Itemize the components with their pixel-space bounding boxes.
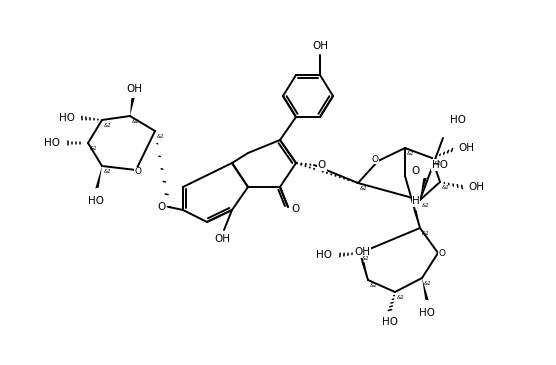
- Text: HO: HO: [450, 115, 466, 125]
- Text: OH: OH: [214, 234, 230, 244]
- Text: &1: &1: [407, 151, 415, 156]
- Text: HO: HO: [59, 113, 75, 123]
- Text: O: O: [291, 204, 299, 214]
- Text: O: O: [135, 168, 141, 177]
- Text: &1: &1: [362, 256, 370, 261]
- Text: O: O: [371, 154, 379, 164]
- Text: HO: HO: [316, 250, 332, 260]
- Text: H: H: [412, 196, 420, 206]
- Text: OH: OH: [312, 41, 328, 51]
- Text: &1: &1: [157, 134, 165, 139]
- Polygon shape: [422, 278, 429, 300]
- Polygon shape: [130, 98, 135, 116]
- Text: &1: &1: [132, 119, 140, 124]
- Text: &1: &1: [104, 123, 112, 128]
- Text: &1: &1: [442, 185, 450, 190]
- Text: &1: &1: [422, 203, 430, 208]
- Text: &1: &1: [424, 281, 432, 286]
- Polygon shape: [420, 178, 426, 200]
- Text: OH: OH: [354, 247, 370, 257]
- Text: O: O: [411, 166, 419, 176]
- Text: O: O: [318, 160, 326, 170]
- Text: OH: OH: [458, 143, 474, 153]
- Text: HO: HO: [419, 308, 435, 318]
- Polygon shape: [361, 262, 368, 280]
- Text: &1: &1: [104, 169, 112, 174]
- Text: OH: OH: [126, 84, 142, 94]
- Polygon shape: [413, 210, 420, 228]
- Text: &1: &1: [397, 295, 405, 300]
- Text: OH: OH: [468, 182, 484, 192]
- Text: &1: &1: [422, 231, 430, 236]
- Text: O: O: [157, 202, 165, 212]
- Text: HO: HO: [44, 138, 60, 148]
- Text: O: O: [439, 249, 445, 257]
- Text: &1: &1: [90, 146, 98, 151]
- Text: &1: &1: [360, 186, 368, 191]
- Text: &1: &1: [370, 283, 378, 288]
- Text: HO: HO: [88, 196, 104, 206]
- Text: HO: HO: [382, 317, 398, 327]
- Polygon shape: [95, 166, 102, 188]
- Text: HO: HO: [432, 160, 448, 170]
- Text: &1: &1: [434, 161, 442, 166]
